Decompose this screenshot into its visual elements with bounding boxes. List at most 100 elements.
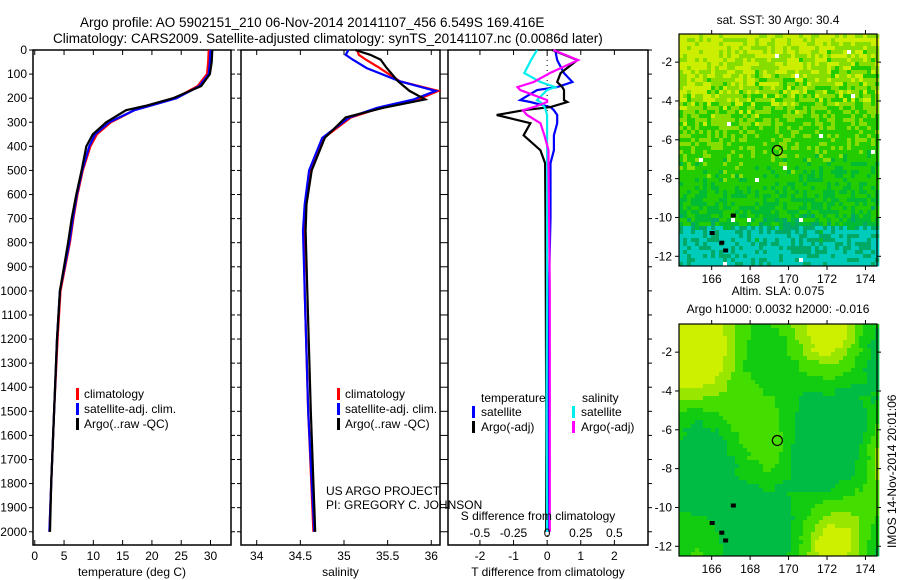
map-cell (751, 34, 756, 39)
map-cell (795, 396, 800, 401)
map-cell (683, 54, 688, 59)
map-cell (855, 190, 860, 195)
map-cell (771, 190, 776, 195)
map-cell (759, 154, 764, 159)
map-cell (839, 348, 844, 353)
map-cell (775, 130, 780, 135)
map-cell (859, 412, 864, 417)
map-cell (715, 54, 720, 59)
map-cell (695, 412, 700, 417)
map-cell (843, 436, 848, 441)
map-cell (735, 82, 740, 87)
map-cell (703, 380, 708, 385)
map-cell (691, 86, 696, 91)
map-cell (691, 340, 696, 345)
map-cell (703, 376, 708, 381)
map-cell (751, 106, 756, 111)
map-cell (759, 214, 764, 219)
map-cell (803, 460, 808, 465)
map-cell (811, 408, 816, 413)
map-cell (803, 408, 808, 413)
map-cell (795, 246, 800, 251)
map-cell (739, 50, 744, 55)
map-cell (867, 118, 872, 123)
map-cell (779, 210, 784, 215)
map-cell (767, 218, 772, 223)
map-cell (719, 332, 724, 337)
map-cell (863, 436, 868, 441)
map-cell (759, 234, 764, 239)
map-cell (783, 400, 788, 405)
map-cell (691, 400, 696, 405)
map-cell (735, 154, 740, 159)
map-cell (827, 54, 832, 59)
map-cell (687, 356, 692, 361)
map-cell (795, 460, 800, 465)
map-cell (859, 158, 864, 163)
map-cell (699, 396, 704, 401)
map-cell (699, 98, 704, 103)
map-cell (855, 98, 860, 103)
map-cell (719, 66, 724, 71)
map-cell (855, 356, 860, 361)
map-cell (715, 258, 720, 263)
map-cell (795, 50, 800, 55)
map-cell (759, 170, 764, 175)
map-cell (703, 242, 708, 247)
map-cell (807, 50, 812, 55)
map-cell (703, 388, 708, 393)
map-cell (683, 90, 688, 95)
map-cell (811, 170, 816, 175)
map-cell (703, 396, 708, 401)
map-cell (751, 234, 756, 239)
map-cell (791, 98, 796, 103)
map-cell (719, 86, 724, 91)
map-cell (823, 126, 828, 131)
x2-tick-label: -0.25 (500, 526, 528, 540)
map-cell (751, 440, 756, 445)
map-cell (799, 368, 804, 373)
map-cell (771, 86, 776, 91)
map-cell (719, 388, 724, 393)
map-cell (771, 90, 776, 95)
map-cell (835, 58, 840, 63)
map-cell (823, 210, 828, 215)
map-cell (711, 400, 716, 405)
map-cell (715, 150, 720, 155)
map-cell (739, 42, 744, 47)
map-cell (679, 134, 684, 139)
map-cell (751, 98, 756, 103)
map-cell (739, 86, 744, 91)
map-cell (867, 146, 872, 151)
map-cell (743, 50, 748, 55)
map-cell (767, 126, 772, 131)
map-cell (787, 178, 792, 183)
map-cell (683, 178, 688, 183)
map-cell (851, 432, 856, 437)
map-cell (843, 98, 848, 103)
map-cell (715, 42, 720, 47)
map-cell (715, 202, 720, 207)
map-cell (831, 150, 836, 155)
map-cell (771, 408, 776, 413)
map-cell (819, 98, 824, 103)
map-cell (703, 368, 708, 373)
map-cell (703, 392, 708, 397)
map-cell (787, 324, 792, 329)
map-cell (727, 234, 732, 239)
map-cell (731, 198, 736, 203)
map-cell (831, 336, 836, 341)
map-cell (851, 332, 856, 337)
x2-tick-label: 0.5 (606, 526, 623, 540)
map-cell (727, 34, 732, 39)
map-cell (815, 416, 820, 421)
map-cell (779, 86, 784, 91)
map-cell (707, 340, 712, 345)
map-cell (839, 110, 844, 115)
map-cell (711, 348, 716, 353)
map-cell (703, 138, 708, 143)
map-cell (771, 82, 776, 87)
legend-swatch (472, 421, 475, 433)
map-cell (767, 46, 772, 51)
map-cell (811, 364, 816, 369)
